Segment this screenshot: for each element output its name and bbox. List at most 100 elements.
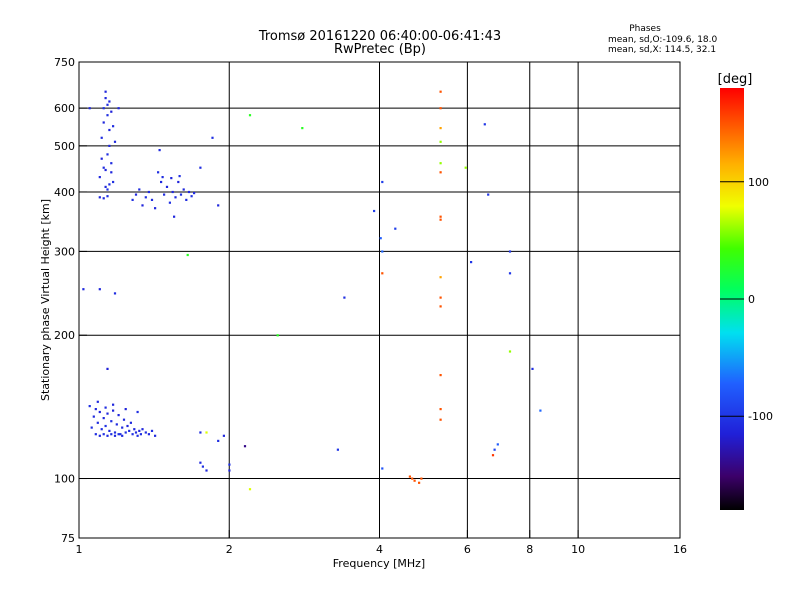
data-point xyxy=(110,110,113,113)
data-point xyxy=(82,288,85,291)
y-tick-label: 500 xyxy=(54,140,75,153)
data-point xyxy=(144,431,147,434)
colorbar-tick-label: -100 xyxy=(748,410,773,423)
data-point xyxy=(150,198,154,201)
data-point xyxy=(439,140,442,143)
data-point xyxy=(141,204,144,207)
data-point xyxy=(147,190,150,194)
colorbar-tick-label: 100 xyxy=(748,176,769,189)
data-point xyxy=(126,424,129,428)
data-point xyxy=(496,443,499,446)
data-point xyxy=(144,196,147,199)
data-point xyxy=(508,272,512,275)
data-point xyxy=(205,431,208,434)
y-axis-label: Stationary phase Virtual Height [km] xyxy=(39,199,52,401)
data-point xyxy=(222,434,225,437)
data-point xyxy=(131,198,134,201)
data-point xyxy=(136,434,139,437)
x-axis-ticks: 1 2 4 6 8 10 16 xyxy=(76,530,687,556)
data-point xyxy=(92,415,95,418)
data-point xyxy=(379,237,382,240)
data-point xyxy=(243,445,247,448)
data-point xyxy=(106,153,109,156)
data-point xyxy=(106,188,109,191)
colorbar-tick-label: 0 xyxy=(748,293,755,306)
y-tick-label: 75 xyxy=(61,532,75,545)
x-tick-label: 6 xyxy=(464,543,471,556)
data-point xyxy=(439,296,442,299)
data-point xyxy=(439,171,442,174)
data-point xyxy=(163,193,166,196)
data-point xyxy=(102,433,105,436)
grid-lines xyxy=(79,62,680,538)
data-point xyxy=(106,114,109,117)
data-point xyxy=(201,465,204,468)
data-point xyxy=(100,136,103,139)
data-point xyxy=(104,406,107,409)
data-point xyxy=(439,162,442,165)
data-point xyxy=(158,149,161,152)
data-point xyxy=(171,190,174,194)
data-point xyxy=(147,433,150,436)
data-point xyxy=(439,127,442,130)
data-point xyxy=(199,461,202,464)
x-tick-label: 2 xyxy=(226,543,233,556)
data-point xyxy=(178,175,181,178)
data-point xyxy=(108,128,111,132)
data-point xyxy=(124,408,127,411)
data-point xyxy=(102,121,105,124)
y-tick-label: 600 xyxy=(54,102,75,115)
data-point xyxy=(508,250,512,253)
data-point xyxy=(117,107,120,110)
x-tick-label: 10 xyxy=(571,543,585,556)
data-point xyxy=(104,168,107,172)
data-point xyxy=(98,434,101,437)
data-point xyxy=(128,429,131,432)
data-point xyxy=(134,193,138,196)
data-point xyxy=(100,428,103,431)
data-point xyxy=(104,97,107,100)
data-point xyxy=(154,207,157,210)
data-point xyxy=(439,408,442,411)
y-tick-label: 750 xyxy=(54,56,75,69)
data-point xyxy=(102,197,105,200)
data-point xyxy=(170,177,173,180)
colorbar-label: [deg] xyxy=(718,72,753,87)
data-point xyxy=(187,190,191,194)
data-point xyxy=(165,185,169,188)
data-point xyxy=(115,423,118,426)
data-point xyxy=(110,162,113,165)
data-point xyxy=(531,367,534,370)
phases-heading: Phases xyxy=(629,24,661,34)
data-point xyxy=(102,166,105,169)
phases-x-stats: mean, sd,X: 114.5, 32.1 xyxy=(608,45,716,55)
data-point xyxy=(177,180,180,184)
data-point xyxy=(174,196,177,199)
data-point xyxy=(131,433,134,436)
y-axis-ticks: 75 100 200 300 400 500 600 750 xyxy=(54,56,87,545)
x-axis-label: Frequency [MHz] xyxy=(333,557,425,570)
data-point xyxy=(157,171,160,174)
data-point xyxy=(121,434,124,437)
data-point xyxy=(411,477,414,480)
data-point xyxy=(248,488,252,491)
data-point xyxy=(418,481,421,484)
data-point xyxy=(413,479,416,482)
phases-o-stats: mean, sd,O:-109.6, 18.0 xyxy=(608,35,718,45)
data-point xyxy=(228,463,231,466)
data-point xyxy=(102,107,105,110)
data-point xyxy=(343,296,346,299)
colorbar-ticks: 100 0 -100 xyxy=(720,176,773,423)
data-point xyxy=(106,434,109,437)
data-point xyxy=(190,195,193,198)
data-point xyxy=(121,426,124,429)
data-point xyxy=(98,288,101,291)
data-point xyxy=(108,144,111,147)
data-point xyxy=(439,374,442,377)
data-point xyxy=(102,417,105,420)
x-tick-label: 16 xyxy=(673,543,687,556)
x-tick-label: 8 xyxy=(526,543,533,556)
x-tick-label: 1 xyxy=(76,543,83,556)
